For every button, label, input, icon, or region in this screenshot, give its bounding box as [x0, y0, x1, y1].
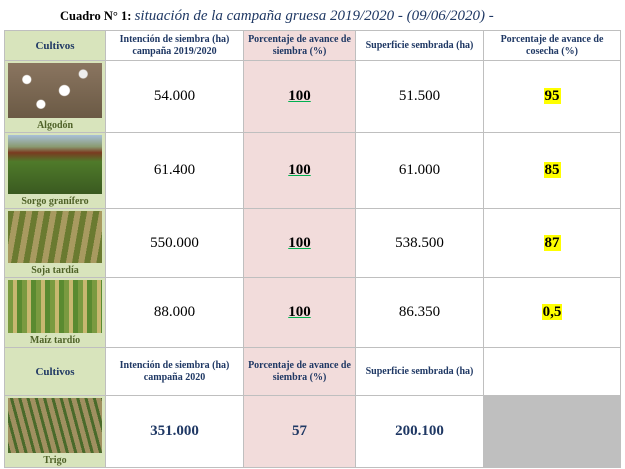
value: 86.350 [398, 304, 441, 320]
cell: 85 [483, 132, 621, 209]
header-cell: Cultivos [4, 347, 106, 396]
cell: 538.500 [355, 208, 484, 278]
cell: 0,5 [483, 277, 621, 348]
data-row: Sorgo granífero 61.400 100 61.000 85 [4, 132, 621, 209]
cell: 100 [243, 208, 356, 278]
crop-cell: Soja tardía [4, 208, 106, 278]
header-cell: Cultivos [4, 30, 106, 61]
cell: 61.400 [105, 132, 244, 209]
header-cell: Superficie sembrada (ha) [355, 30, 484, 61]
crop-photo [8, 280, 102, 333]
crop-photo [8, 63, 102, 118]
cell: 88.000 [105, 277, 244, 348]
cell: 95 [483, 60, 621, 133]
cell: 61.000 [355, 132, 484, 209]
crop-name: Sorgo granífero [21, 196, 89, 207]
header-row: Cultivos Intención de siembra (ha) campañ… [4, 30, 621, 61]
title: Cuadro N° 1: situación de la campaña gru… [60, 8, 494, 25]
crop-name: Trigo [43, 455, 67, 466]
empty-cell [483, 347, 621, 396]
data-row: Maíz tardío 88.000 100 86.350 0,5 [4, 277, 621, 348]
cell: 351.000 [105, 395, 244, 468]
value: 88.000 [153, 304, 196, 320]
cell: 57 [243, 395, 356, 468]
value: 51.500 [398, 88, 441, 104]
data-row: Trigo 351.000 57 200.100 [4, 395, 621, 468]
value: 54.000 [153, 88, 196, 104]
data-row: Algodón 54.000 100 51.500 95 [4, 60, 621, 133]
crop-name: Maíz tardío [29, 335, 81, 346]
value: 87 [543, 234, 561, 251]
crop-cell: Trigo [4, 395, 106, 468]
cell: 100 [243, 277, 356, 348]
crop-photo [8, 398, 102, 453]
value: 351.000 [150, 423, 199, 439]
cell: 87 [483, 208, 621, 278]
title-text: situación de la campaña gruesa 2019/2020… [134, 8, 494, 24]
value: 200.100 [395, 423, 444, 439]
cell: 200.100 [355, 395, 484, 468]
header-cell: Intención de siembra (ha) campaña 2020 [105, 347, 244, 396]
crop-name: Algodón [36, 120, 74, 131]
table: Cultivos Intención de siembra (ha) campañ… [4, 30, 621, 468]
cell: 100 [243, 60, 356, 133]
value: 61.400 [153, 162, 196, 178]
crop-photo [8, 135, 102, 194]
value: 100 [288, 304, 311, 320]
crop-name: Soja tardía [31, 265, 79, 276]
cell: 51.500 [355, 60, 484, 133]
header-cell: Intención de siembra (ha) campaña 2019/2… [105, 30, 244, 61]
header-cell: Porcentaje de avance de siembra (%) [243, 347, 356, 396]
cell: 86.350 [355, 277, 484, 348]
data-row: Soja tardía 550.000 100 538.500 87 [4, 208, 621, 278]
crop-cell: Algodón [4, 60, 106, 133]
value: 95 [543, 88, 561, 104]
cell: 550.000 [105, 208, 244, 278]
header-cell: Superficie sembrada (ha) [355, 347, 484, 396]
header-cell: Porcentaje de avance de siembra (%) [243, 30, 356, 61]
cell: 100 [243, 132, 356, 209]
value: 100 [288, 162, 311, 178]
crop-cell: Maíz tardío [4, 277, 106, 348]
title-prefix: Cuadro N° 1: [60, 9, 132, 23]
cell: 54.000 [105, 60, 244, 133]
value: 100 [288, 88, 311, 104]
value: 57 [292, 423, 307, 439]
value: 100 [288, 234, 311, 251]
header-cell: Porcentaje de avance de cosecha (%) [483, 30, 621, 61]
value: 550.000 [150, 234, 199, 251]
crop-photo [8, 211, 102, 263]
value: 538.500 [395, 234, 444, 251]
header-row: Cultivos Intención de siembra (ha) campañ… [4, 347, 621, 396]
value: 61.000 [398, 162, 441, 178]
value: 0,5 [541, 304, 563, 320]
value: 85 [543, 162, 561, 178]
crop-cell: Sorgo granífero [4, 132, 106, 209]
empty-cell [483, 395, 621, 468]
